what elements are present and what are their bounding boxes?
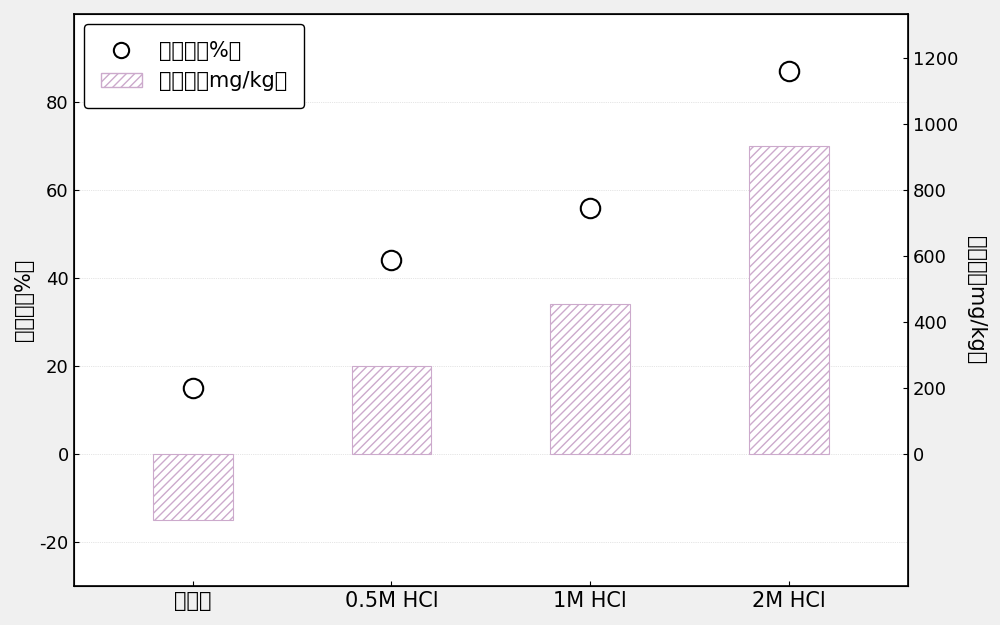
Bar (749, 146, 829, 454)
Y-axis label: 去除率（%）: 去除率（%） (14, 259, 34, 341)
Bar (352, 366, 431, 454)
Legend: 去除率（%）, 吸附量（mg/kg）: 去除率（%）, 吸附量（mg/kg） (84, 24, 304, 108)
Y-axis label: 吸附量（mg/kg）: 吸附量（mg/kg） (966, 236, 986, 364)
Bar (550, 304, 630, 454)
Bar (153, 454, 233, 520)
